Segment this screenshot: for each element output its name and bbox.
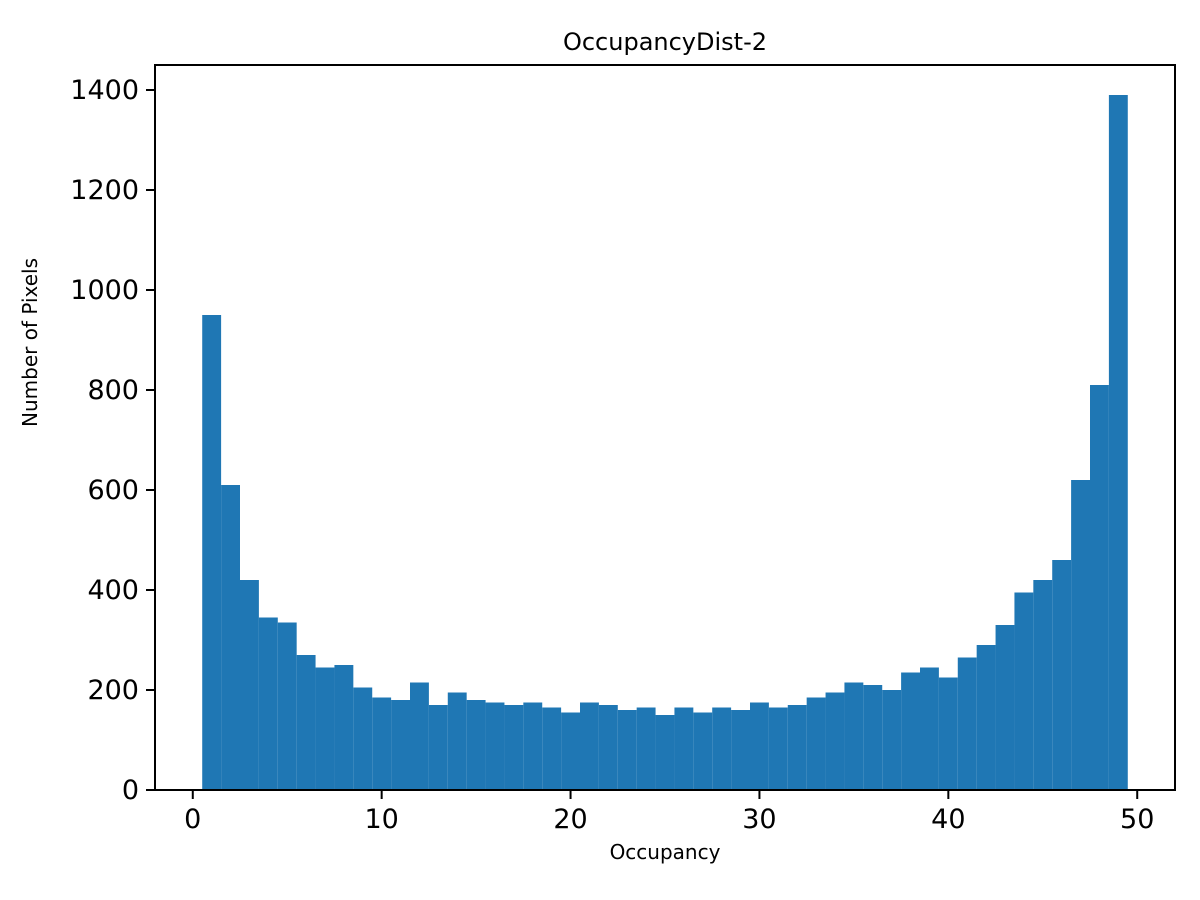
histogram-bar [731,710,750,790]
y-tick-label: 400 [87,575,139,606]
x-tick-label: 30 [742,804,776,835]
histogram-bar [1108,95,1128,790]
x-tick-label: 40 [931,804,965,835]
histogram-bar [750,702,769,790]
histogram-bar [391,700,410,790]
histogram-bar [466,700,486,790]
histogram-bar [447,692,467,790]
chart-title: OccupancyDist-2 [562,28,768,56]
histogram-bar [504,705,524,790]
y-tick-label: 600 [87,475,139,506]
y-tick-label: 200 [87,675,139,706]
histogram-bar [353,687,373,790]
histogram-bar [655,715,675,790]
x-axis-label: Occupancy [609,840,721,864]
x-tick-label: 0 [184,804,201,835]
histogram-bar [957,657,977,790]
histogram-bar [1052,560,1072,790]
histogram-bar [1014,592,1034,790]
histogram-bar [920,667,939,790]
histogram-bar [561,712,580,790]
histogram-bar [882,690,902,790]
histogram-bar [428,705,448,790]
histogram-bar [580,702,599,790]
histogram-bar [976,645,996,790]
histogram-bar [617,710,637,790]
histogram-bar [1090,385,1109,790]
x-tick-label: 10 [364,804,398,835]
histogram-bar [372,697,392,790]
histogram-bar [806,697,826,790]
histogram-bar [410,682,429,790]
histogram-bar [258,617,278,790]
x-tick-label: 20 [553,804,587,835]
histogram-bar [1033,580,1053,790]
plot-spines [154,64,1176,791]
y-tick-label: 800 [87,375,139,406]
histogram-bar [995,625,1015,790]
x-tick-label: 50 [1120,804,1154,835]
histogram-bar [768,707,788,790]
histogram-bar [712,707,732,790]
histogram-bar [863,685,883,790]
histogram-bar [844,682,864,790]
histogram-bar [1071,480,1090,790]
histogram-bar [825,692,845,790]
histogram-bar [787,705,807,790]
y-tick-label: 0 [122,775,139,806]
histogram-bar [240,580,259,790]
histogram-bar [221,485,240,790]
histogram-bar [542,707,562,790]
histogram-bar [901,672,920,790]
histogram-bar [674,707,694,790]
histogram-bar [296,655,316,790]
histogram-bar [598,705,618,790]
histogram-bar [485,702,505,790]
y-tick-label: 1000 [70,275,139,306]
histogram-bar [277,622,297,790]
histogram-bar [693,712,713,790]
histogram-bar [523,702,543,790]
y-tick-label: 1400 [70,75,139,106]
histogram-bar [636,707,656,790]
histogram-bar [334,665,354,790]
histogram-bar [938,677,958,790]
histogram-bar [315,667,335,790]
histogram-bar [202,315,222,790]
y-tick-label: 1200 [70,175,139,206]
